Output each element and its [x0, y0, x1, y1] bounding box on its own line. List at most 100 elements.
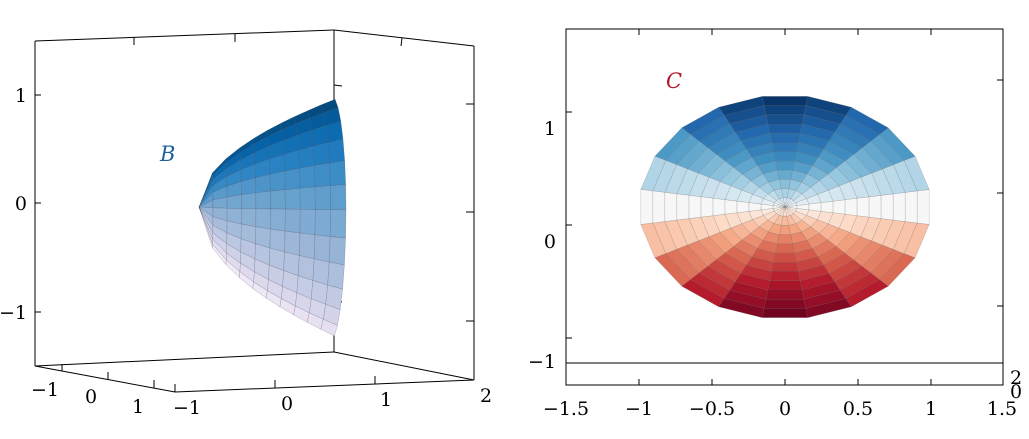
surface-patch — [314, 185, 331, 210]
surface-patch — [241, 208, 257, 228]
surface-patch — [769, 133, 801, 143]
surface-patch — [327, 138, 345, 164]
x-tick-label: −1.5 — [543, 398, 589, 420]
surface-patch — [777, 169, 793, 180]
x-tick-label: 1.5 — [987, 398, 1017, 420]
surface-patch — [767, 280, 803, 291]
surface-patch — [771, 262, 799, 272]
surface-patch — [763, 298, 807, 309]
surface-patch — [329, 160, 346, 187]
surface-patch — [775, 160, 795, 171]
surface-patch — [773, 252, 797, 263]
surface-patch — [284, 167, 301, 190]
extra-tick-label: 2 — [1010, 367, 1022, 389]
extra-tick-label: 0 — [1010, 381, 1022, 403]
z-tick-label: −1 — [0, 302, 27, 324]
surface-patch — [844, 197, 858, 217]
surface-patch — [664, 192, 678, 222]
surface-patch — [765, 289, 805, 300]
y-tick-label: −1 — [31, 379, 59, 401]
surface-patch — [777, 234, 793, 245]
surface-patch — [676, 193, 690, 221]
surface-patch — [312, 142, 330, 166]
x-tick-label: 1 — [380, 389, 392, 411]
chart-c-extra-ticks: 2 0 — [1010, 367, 1022, 403]
surface-patch — [314, 209, 331, 237]
y-tick-label: 1 — [132, 396, 144, 418]
chart-c-surface — [640, 96, 930, 318]
x-tick-label: −1 — [173, 397, 201, 419]
chart-b-x-ticks: −1 0 1 2 — [173, 385, 492, 419]
surface-patch — [700, 196, 714, 218]
surface-patch — [761, 96, 809, 106]
chart-c-tickmarks — [566, 29, 1003, 385]
surface-patch — [892, 192, 906, 222]
surface-patch — [198, 206, 213, 248]
surface-patch — [712, 197, 726, 217]
surface-patch — [771, 142, 799, 152]
surface-patch — [773, 151, 797, 162]
surface-patch — [832, 199, 846, 215]
surface-patch — [880, 193, 894, 221]
surface-patch — [640, 189, 654, 225]
surface-patch — [270, 208, 286, 232]
y-tick-label: −1 — [528, 351, 556, 373]
surface-patch — [724, 199, 738, 215]
surface-patch — [226, 194, 242, 209]
surface-patch — [255, 173, 271, 194]
surface-patch — [652, 190, 666, 224]
surface-patch — [299, 186, 316, 210]
surface-patch — [765, 114, 805, 125]
surface-patch — [856, 196, 870, 218]
surface-patch — [736, 200, 750, 214]
surface-patch — [299, 165, 316, 189]
y-tick-label: 0 — [544, 231, 556, 253]
z-tick-label: 1 — [15, 85, 27, 107]
z-tick-label: 0 — [15, 193, 27, 215]
surface-patch — [284, 230, 301, 256]
surface-patch — [767, 123, 803, 134]
x-tick-label: 0 — [779, 398, 791, 420]
chart-b-y-ticks: −1 0 1 — [31, 379, 144, 418]
chart-c-label: C — [666, 69, 682, 93]
chart-c-x-ticks: −1.5 −1 −0.5 0 0.5 1 1.5 — [543, 398, 1017, 420]
chart-b-surface — [198, 98, 347, 337]
y-tick-label: 0 — [85, 386, 97, 408]
chart-b-z-ticks: 1 0 −1 — [0, 85, 27, 324]
surface-patch — [769, 271, 801, 281]
surface-patch — [775, 243, 795, 254]
surface-patch — [313, 234, 331, 263]
surface-patch — [298, 145, 315, 169]
surface-patch — [916, 189, 930, 225]
surface-patch — [329, 209, 347, 239]
surface-patch — [269, 170, 286, 192]
x-tick-label: 2 — [480, 385, 492, 407]
surface-patch — [284, 188, 301, 210]
x-tick-label: −1 — [625, 398, 653, 420]
x-tick-label: −0.5 — [689, 398, 735, 420]
surface-patch — [299, 232, 316, 260]
surface-patch — [255, 190, 271, 210]
surface-patch — [255, 208, 271, 230]
surface-patch — [314, 162, 331, 188]
surface-patch — [903, 222, 930, 259]
x-tick-label: 1 — [925, 398, 937, 420]
surface-patch — [299, 209, 316, 236]
surface-patch — [688, 195, 702, 219]
y-tick-label: 1 — [544, 118, 556, 140]
surface-patch — [284, 208, 301, 234]
chart-b: B 1 0 −1 −1 0 1 −1 0 1 2 — [0, 29, 492, 419]
x-tick-label: 0 — [281, 393, 293, 415]
surface-patch — [327, 261, 345, 290]
surface-patch — [904, 190, 918, 224]
x-tick-label: 0.5 — [843, 398, 873, 420]
surface-patch — [270, 189, 286, 210]
surface-patch — [761, 308, 809, 318]
chart-c-y-ticks: 1 0 −1 — [528, 118, 556, 373]
surface-patch — [868, 195, 882, 219]
surface-patch — [330, 184, 347, 211]
chart-c: C 1 0 −1 −1.5 −1 −0.5 0 0.5 1 1.5 2 0 — [528, 28, 1022, 420]
surface-patch — [763, 105, 807, 116]
chart-b-label: B — [159, 142, 175, 166]
